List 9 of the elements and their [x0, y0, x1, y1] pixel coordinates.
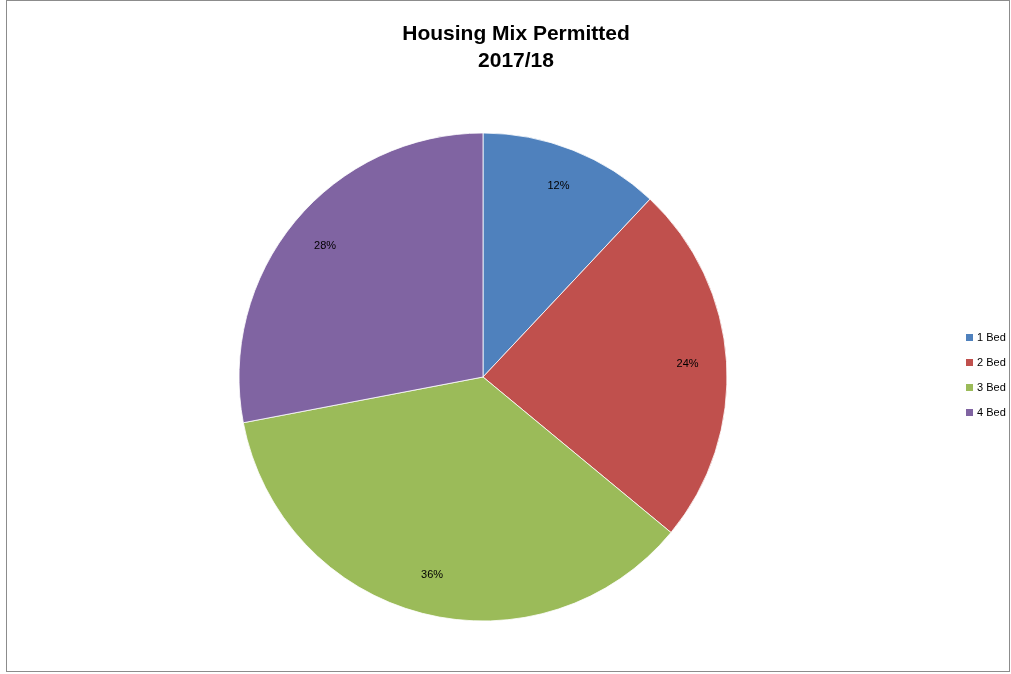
legend-label: 4 Bed	[977, 405, 1006, 418]
legend-label: 1 Bed	[977, 330, 1006, 343]
data-label: 24%	[676, 357, 699, 370]
legend-label: 3 Bed	[977, 380, 1006, 393]
data-label: 36%	[421, 568, 444, 581]
data-label: 12%	[547, 179, 570, 192]
data-label: 28%	[314, 239, 337, 252]
chart-title: Housing Mix Permitted 2017/18	[402, 21, 630, 71]
legend-label: 2 Bed	[977, 355, 1006, 368]
